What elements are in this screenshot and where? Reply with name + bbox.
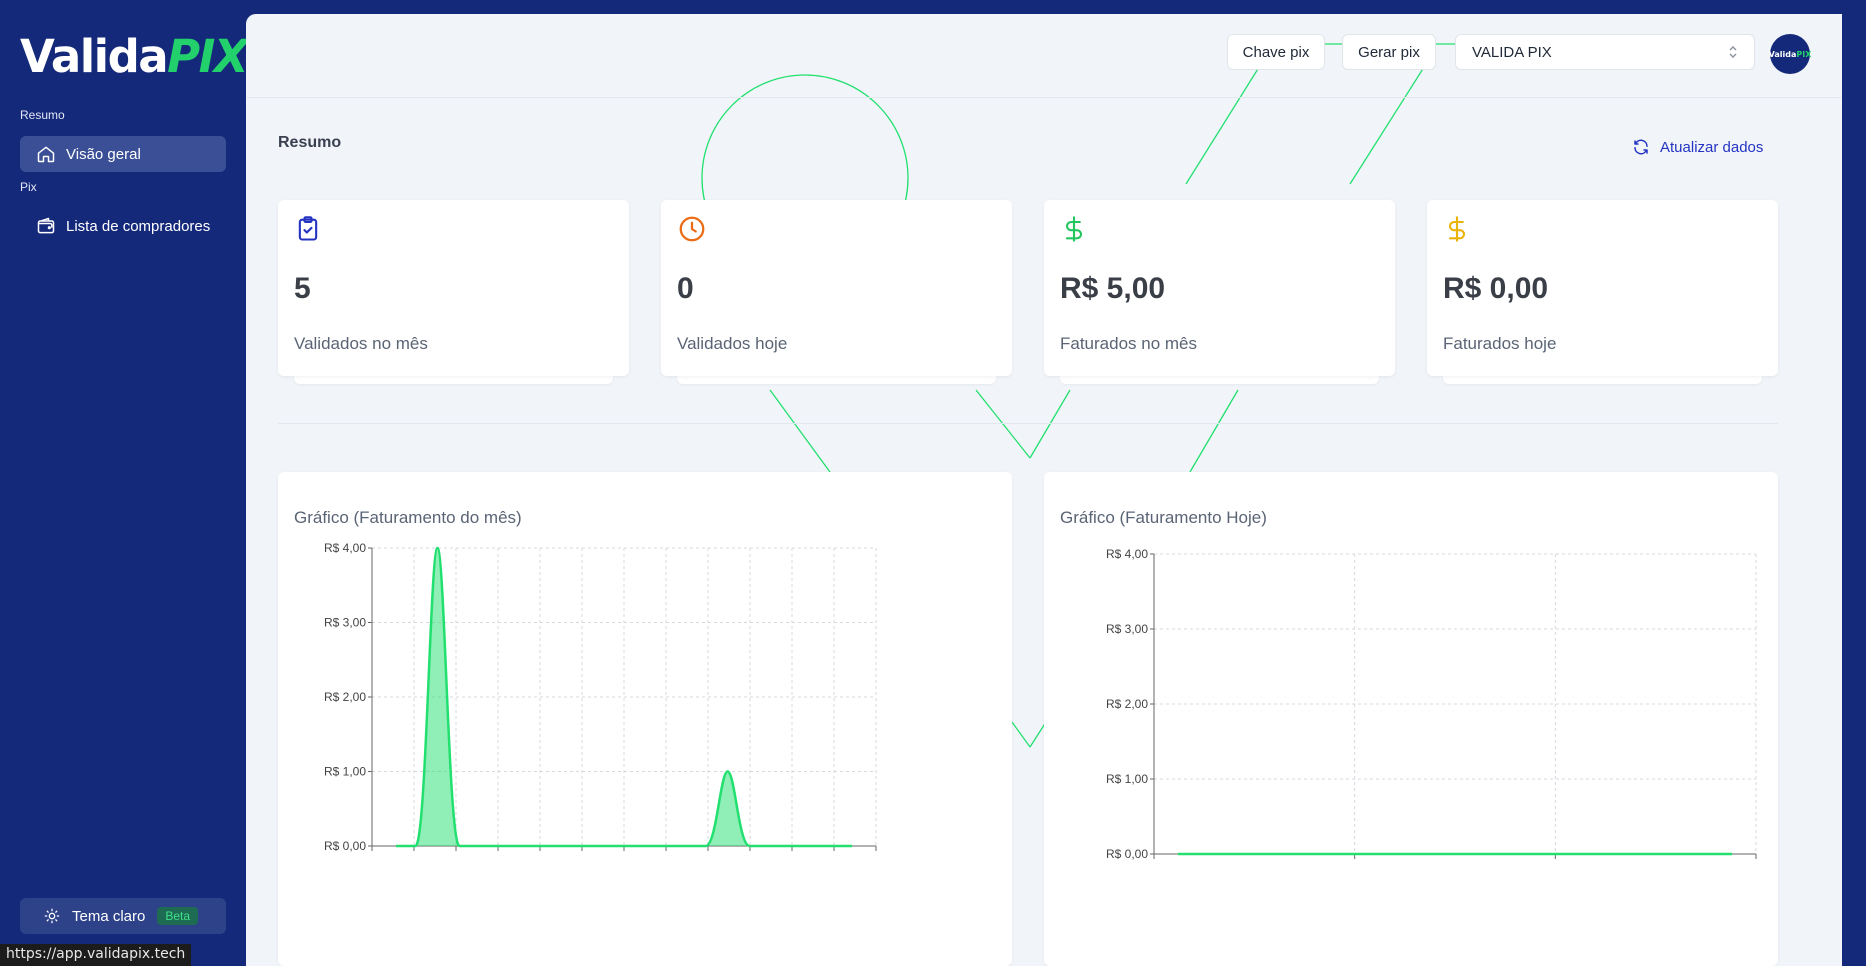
y-tick-label: R$ 1,00: [1106, 772, 1148, 786]
y-tick-label: R$ 4,00: [324, 541, 366, 555]
stat-value: 0: [677, 272, 694, 305]
main-panel: Chave pix Gerar pix VALIDA PIX Valida PIX…: [246, 14, 1842, 966]
y-tick-label: R$ 1,00: [324, 765, 366, 779]
sidebar-section-pix: Pix: [20, 180, 37, 194]
y-tick-label: R$ 3,00: [1106, 622, 1148, 636]
section-divider: [278, 423, 1778, 424]
y-tick-label: R$ 0,00: [324, 839, 366, 853]
stat-label: Validados hoje: [677, 334, 788, 353]
sidebar-item-label: Lista de compradores: [66, 217, 211, 235]
y-tick-label: R$ 0,00: [1106, 847, 1148, 861]
gerar-pix-button[interactable]: Gerar pix: [1342, 34, 1436, 70]
chart-title: Gráfico (Faturamento Hoje): [1060, 508, 1267, 527]
beta-badge: Beta: [157, 907, 199, 925]
clipboard-check-icon: [298, 216, 318, 241]
stat-value: R$ 0,00: [1443, 272, 1549, 305]
stat-card-faturados-hoje: R$ 0,00 Faturados hoje: [1427, 200, 1778, 376]
stat-value: R$ 5,00: [1060, 272, 1166, 305]
validapix-logo[interactable]: ValidaPIX: [20, 30, 249, 83]
y-tick-label: R$ 3,00: [324, 616, 366, 630]
y-tick-label: R$ 2,00: [324, 690, 366, 704]
sun-icon: [44, 908, 60, 924]
stat-label: Validados no mês: [294, 334, 428, 353]
section-title: Resumo: [278, 134, 342, 151]
sidebar-item-lista-de-compradores[interactable]: Lista de compradores: [20, 208, 226, 244]
series-line: [396, 546, 852, 848]
avatar[interactable]: Valida PIX: [1769, 34, 1811, 74]
sidebar-section-resumo: Resumo: [20, 108, 65, 122]
top-bar: Chave pix Gerar pix VALIDA PIX Valida PIX: [246, 14, 1842, 98]
sidebar: ValidaPIX Resumo Visão geral Pix Lista d…: [0, 0, 249, 966]
chart-card-month: Gráfico (Faturamento do mês) R$ 4,00 R$ 3…: [278, 472, 1012, 966]
account-select[interactable]: VALIDA PIX: [1455, 34, 1755, 70]
y-tick-label: R$ 2,00: [1106, 697, 1148, 711]
clock-icon: [679, 216, 705, 242]
theme-toggle-button[interactable]: Tema claro Beta: [20, 898, 226, 934]
stat-label: Faturados no mês: [1060, 334, 1198, 353]
y-tick-label: R$ 4,00: [1106, 547, 1148, 561]
stat-value: 5: [294, 272, 311, 305]
sidebar-item-visao-geral[interactable]: Visão geral: [20, 136, 226, 172]
stat-card-validados-hoje: 0 Validados hoje: [661, 200, 1012, 376]
account-select-value: VALIDA PIX: [1472, 43, 1552, 61]
stat-label: Faturados hoje: [1443, 334, 1557, 353]
refresh-label: Atualizar dados: [1660, 138, 1764, 156]
series-area: [396, 548, 852, 846]
home-icon: [37, 146, 55, 163]
stat-card-faturados-mes: R$ 5,00 Faturados no mês: [1044, 200, 1395, 376]
chart-month[interactable]: R$ 4,00 R$ 3,00 R$ 2,00 R$ 1,00 R$ 0,00: [278, 472, 1012, 966]
theme-toggle-label: Tema claro: [72, 907, 146, 925]
status-bar-url: https://app.validapix.tech: [0, 944, 192, 966]
dollar-icon: [1065, 216, 1083, 242]
chart-title: Gráfico (Faturamento do mês): [294, 508, 522, 527]
sidebar-item-label: Visão geral: [66, 145, 141, 163]
chart-card-today: Gráfico (Faturamento Hoje) R$ 4,00 R$ 3,0…: [1044, 472, 1778, 966]
refresh-icon: [1634, 139, 1648, 155]
chevron-updown-icon: [1729, 46, 1737, 58]
refresh-data-button[interactable]: Atualizar dados: [1632, 138, 1763, 156]
chart-today[interactable]: R$ 4,00 R$ 3,00 R$ 2,00 R$ 1,00 R$ 0,00: [1044, 472, 1778, 966]
wallet-icon: [37, 217, 55, 234]
chave-pix-button[interactable]: Chave pix: [1227, 34, 1325, 70]
stat-card-validados-mes: 5 Validados no mês: [278, 200, 629, 376]
dollar-icon: [1448, 216, 1466, 242]
